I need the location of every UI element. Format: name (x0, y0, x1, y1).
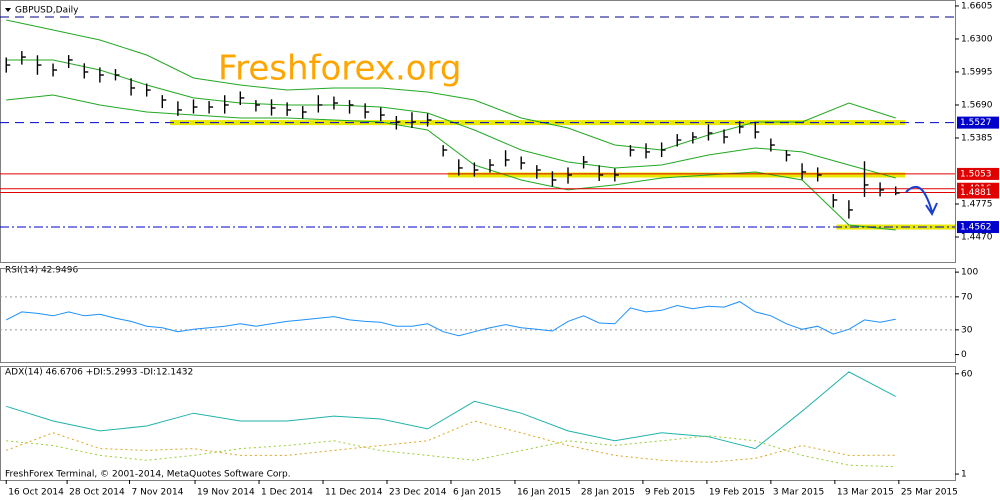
price-tag (957, 167, 999, 180)
highlight-zone (447, 172, 906, 178)
x-tick-label: 19 Nov 2014 (197, 488, 255, 498)
menu-triangle[interactable] (5, 8, 11, 12)
x-tick-label: 19 Feb 2015 (709, 488, 765, 498)
y-tick-label: 1 (961, 470, 967, 480)
y-tick-label: 100 (961, 268, 978, 278)
y-tick-label: 1.6605 (961, 1, 993, 11)
band-upper (6, 19, 896, 151)
price-tag-label: 1.4881 (960, 188, 992, 198)
watermark: Freshforex.org (218, 49, 462, 89)
rsi-title: RSI(14) 42.9496 (5, 266, 78, 276)
y-tick-label: 1.4470 (961, 233, 993, 243)
band-lower (6, 94, 896, 231)
price-tag (957, 186, 999, 199)
axis-area (955, 0, 1000, 500)
y-tick-label: 1.5385 (961, 133, 993, 143)
x-tick-label: 25 Mar 2015 (901, 488, 958, 498)
x-tick-label: 16 Jan 2015 (517, 488, 571, 498)
y-tick-label: 0 (961, 350, 967, 360)
y-tick-label: 30 (961, 325, 973, 335)
x-tick-label: 28 Jan 2015 (581, 488, 635, 498)
arrow-head (925, 202, 938, 217)
x-tick-label: 13 Mar 2015 (837, 488, 894, 498)
price-tag-label: 1.5527 (960, 118, 992, 128)
x-tick-label: 6 Jan 2015 (453, 488, 501, 498)
band-middle (6, 59, 896, 179)
indicator-line (6, 371, 896, 450)
x-tick-label: 28 Oct 2014 (69, 488, 125, 498)
adx-title: ADX(14) 46.6706 +DI:5.2993 -DI:12.1432 (5, 368, 193, 378)
x-tick-label: 3 Mar 2015 (773, 488, 824, 498)
y-tick-label: 1.6300 (961, 34, 993, 44)
highlight-zone (836, 224, 955, 230)
x-tick-label: 11 Dec 2014 (325, 488, 383, 498)
highlight-zone (170, 120, 906, 126)
x-tick-label: 7 Nov 2014 (132, 488, 184, 498)
price-tag-label: 1.4562 (960, 223, 992, 233)
x-tick-label: 1 Dec 2014 (261, 488, 313, 498)
forecast-arrow (905, 185, 933, 213)
y-tick-label: 1.5995 (961, 67, 993, 77)
panel-frame (0, 0, 956, 263)
price-tag (957, 221, 999, 234)
rsi-line (5, 301, 896, 337)
x-tick-label: 23 Dec 2014 (389, 488, 447, 498)
x-tick-label: 9 Feb 2015 (645, 488, 695, 498)
y-tick-label: 1.5690 (961, 100, 993, 110)
price-tag-label: 1.5053 (960, 169, 992, 179)
panel-frame (0, 366, 956, 481)
y-tick-label: 60 (961, 369, 973, 379)
footer: FreshForex Terminal, © 2001-2014, MetaQu… (5, 470, 291, 480)
y-tick-label: 1.4775 (961, 199, 993, 209)
panel-frame (0, 268, 956, 363)
chart-title: GBPUSD,Daily (15, 6, 79, 16)
x-tick-label: 16 Oct 2014 (8, 488, 64, 498)
y-tick-label: 70 (961, 292, 973, 302)
price-tag (957, 116, 999, 129)
